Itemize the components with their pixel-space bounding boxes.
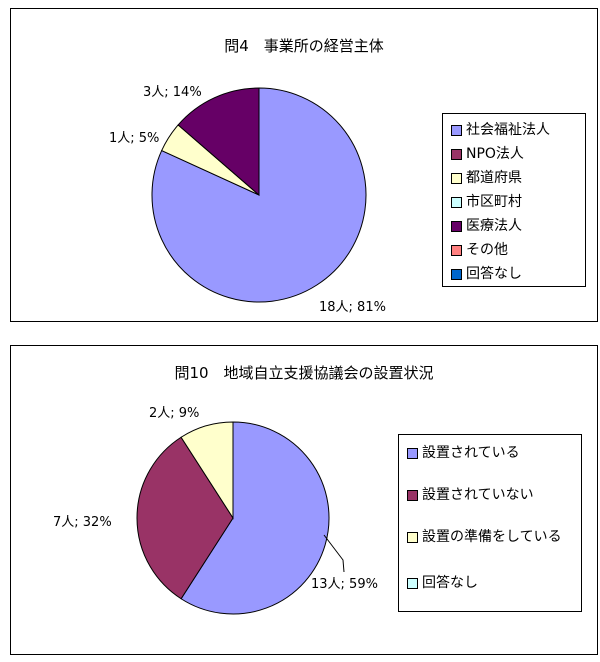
legend-swatch: [451, 245, 462, 256]
chart-panel-2: 問10 地域自立支援協議会の設置状況 2人; 9% 7人; 32% 13人; 5…: [10, 345, 598, 655]
pie-slice: [180, 421, 234, 520]
leader-line: [323, 534, 345, 573]
legend-swatch: [451, 221, 462, 232]
legend-label: 医療法人: [466, 218, 522, 234]
legend-swatch: [407, 532, 418, 543]
legend-label: 社会福祉法人: [466, 122, 550, 138]
pie-slice: [180, 421, 330, 615]
legend-label: その他: [466, 242, 508, 258]
data-label: 7人; 32%: [53, 515, 112, 530]
legend-swatch: [451, 149, 462, 160]
pie-slice: [136, 436, 234, 600]
legend-label: 回答なし: [422, 575, 478, 591]
legend-swatch: [407, 578, 418, 589]
legend-swatch: [451, 173, 462, 184]
legend-label: 設置されている: [422, 445, 520, 461]
data-label: 13人; 59%: [311, 577, 378, 592]
pie-slice: [177, 87, 260, 197]
legend-label: NPO法人: [466, 146, 524, 162]
data-label: 1人; 5%: [109, 131, 160, 146]
chart-panel-1: 問4 事業所の経営主体 3人; 14% 1人; 5% 18人; 81% 社会福祉…: [10, 8, 598, 322]
legend-swatch: [451, 197, 462, 208]
data-label: 2人; 9%: [149, 406, 200, 421]
legend-swatch: [407, 448, 418, 459]
legend-label: 設置されていない: [422, 487, 534, 503]
legend-swatch: [407, 490, 418, 501]
chart-title: 問4 事業所の経営主体: [224, 37, 384, 55]
legend-swatch: [451, 125, 462, 136]
legend: 設置されている 設置されていない 設置の準備をしている 回答なし: [398, 434, 582, 612]
legend: 社会福祉法人 NPO法人 都道府県 市区町村 医療法人 その他 回答なし: [442, 113, 586, 287]
pie-chart: [136, 421, 345, 615]
data-label: 18人; 81%: [319, 300, 386, 315]
data-label: 3人; 14%: [143, 85, 202, 100]
legend-label: 市区町村: [466, 194, 522, 210]
legend-label: 回答なし: [466, 266, 522, 282]
legend-label: 設置の準備をしている: [422, 529, 562, 545]
pie-chart: [151, 87, 367, 303]
legend-label: 都道府県: [466, 170, 522, 186]
chart-title: 問10 地域自立支援協議会の設置状況: [174, 364, 434, 382]
legend-swatch: [451, 269, 462, 280]
